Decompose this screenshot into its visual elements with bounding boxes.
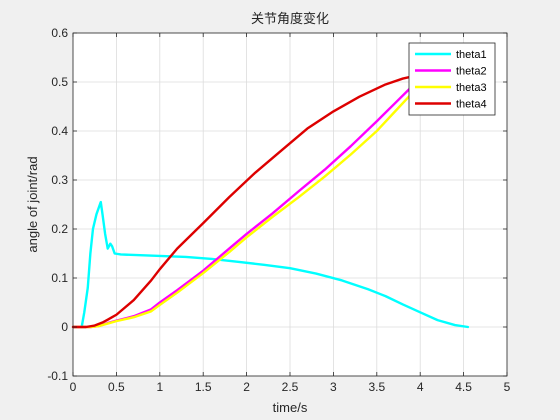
x-tick-label: 2.5 [282, 380, 299, 394]
legend-label-theta4: theta4 [456, 99, 487, 111]
x-tick-label: 1 [156, 380, 163, 394]
x-tick-label: 0 [70, 380, 77, 394]
x-tick-label: 4.5 [455, 380, 472, 394]
ticks: 0 0.5 1 1.5 2 2.5 3 3.5 4 4.5 5-0.100.10.20.30.40.… [47, 26, 510, 394]
legend-label-theta2: theta2 [456, 66, 487, 78]
x-tick-label: 3 [330, 380, 337, 394]
legend-label-theta1: theta1 [456, 49, 487, 61]
series-layer [71, 73, 470, 329]
series-line-theta4 [71, 73, 422, 329]
y-tick-label: -0.1 [47, 369, 68, 383]
y-tick-label: 0.6 [51, 26, 68, 40]
y-tick-label: 0.4 [51, 124, 68, 138]
x-tick-label: 4 [417, 380, 424, 394]
chart-title: 关节角度变化 [251, 11, 329, 27]
x-tick-label: 0.5 [108, 380, 125, 394]
x-tick-label: 3.5 [368, 380, 385, 394]
x-axis-label: time/s [273, 400, 308, 415]
y-tick-label: 0.3 [51, 173, 68, 187]
y-tick-label: 0.2 [51, 222, 68, 236]
y-axis-label: angle of joint/rad [25, 156, 40, 252]
legend: theta1 theta2 theta3 theta4 [408, 42, 496, 116]
x-tick-label: 1.5 [195, 380, 212, 394]
series-line-theta1 [80, 200, 470, 329]
x-tick-label: 2 [243, 380, 250, 394]
y-tick-label: 0.1 [51, 271, 68, 285]
legend-label-theta3: theta3 [456, 82, 487, 94]
y-tick-label: 0.5 [51, 75, 68, 89]
series-line-theta3 [71, 87, 418, 329]
y-tick-label: 0 [61, 320, 68, 334]
x-tick-label: 5 [504, 380, 511, 394]
